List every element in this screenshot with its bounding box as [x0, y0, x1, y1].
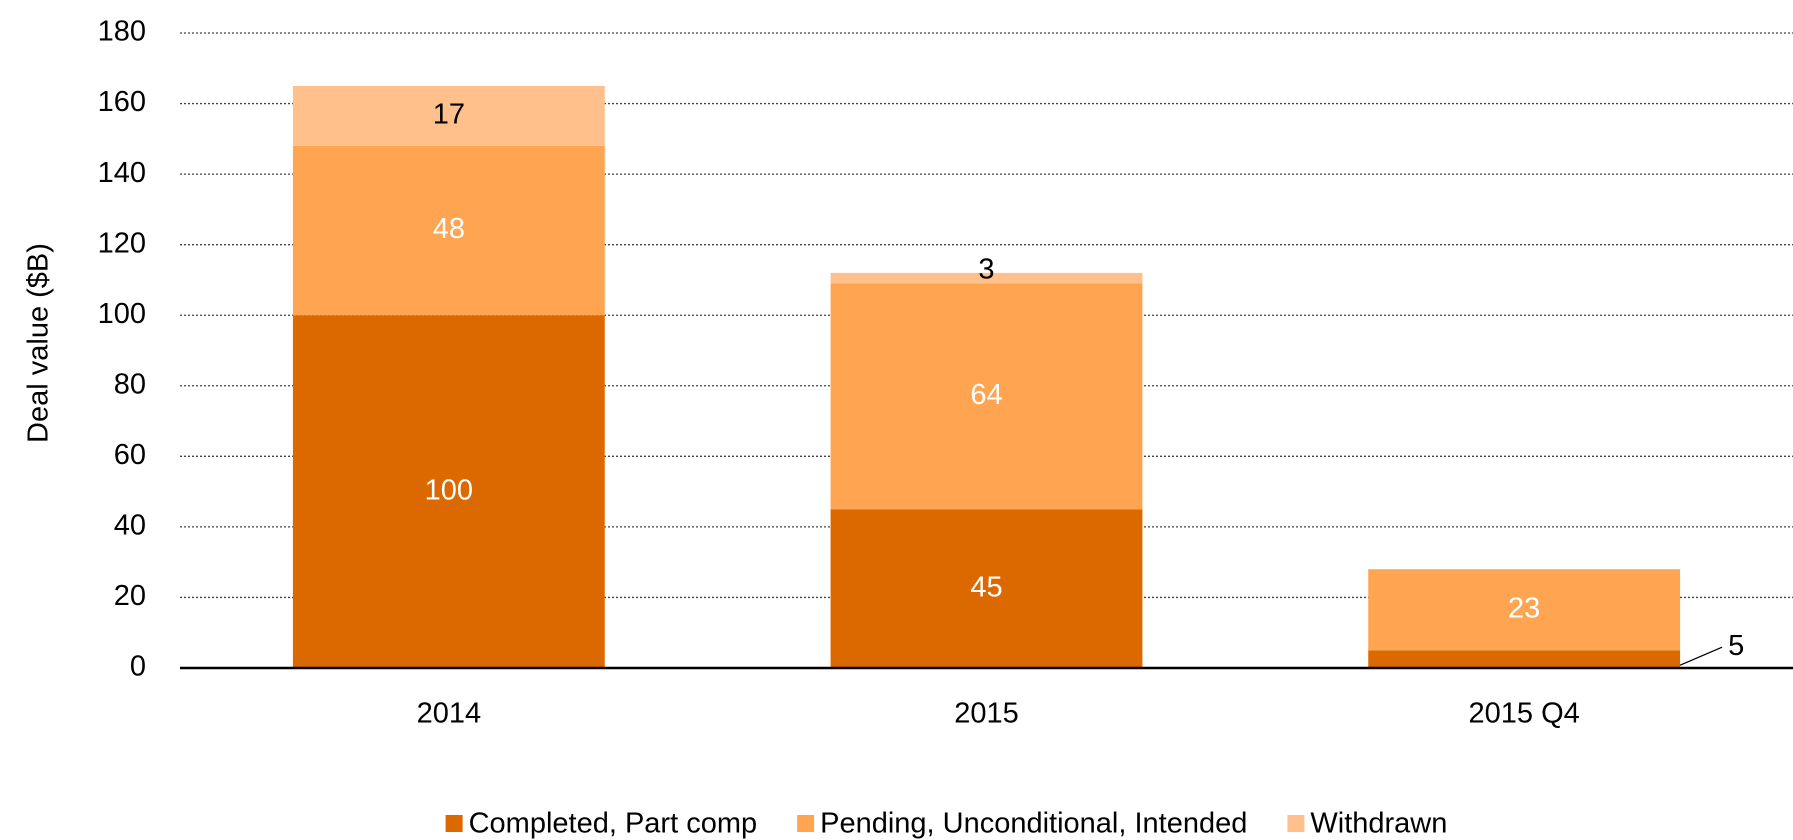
data-label: 5	[1728, 630, 1744, 662]
legend-swatch	[1287, 815, 1305, 832]
legend-label: Pending, Unconditional, Intended	[820, 808, 1247, 840]
y-tick-label: 80	[114, 368, 146, 400]
bar-segment	[830, 283, 1143, 510]
bar-segment	[830, 509, 1143, 668]
y-axis-label: Deal value ($B)	[23, 243, 55, 443]
legend-swatch	[445, 815, 463, 832]
y-tick-label: 60	[114, 439, 146, 471]
bar-segment	[292, 315, 605, 668]
legend-swatch	[797, 815, 815, 832]
data-label: 3	[978, 254, 994, 286]
data-label: 23	[1508, 592, 1540, 624]
y-tick-label: 180	[98, 16, 146, 48]
leader-line	[1679, 646, 1723, 666]
y-tick-label: 120	[98, 227, 146, 259]
y-tick-label: 100	[98, 298, 146, 330]
legend-label: Completed, Part comp	[469, 808, 758, 840]
data-label: 17	[433, 99, 465, 131]
bar-segment	[830, 272, 1143, 284]
y-tick-label: 140	[98, 157, 146, 189]
bar-segment	[292, 145, 605, 316]
bar-segment	[292, 85, 605, 146]
y-tick-label: 160	[98, 86, 146, 118]
data-label: 48	[433, 213, 465, 245]
data-label: 64	[970, 379, 1002, 411]
y-tick-label: 20	[114, 580, 146, 612]
y-tick-label: 40	[114, 510, 146, 542]
data-label: 100	[425, 474, 473, 506]
bar-segment	[1368, 650, 1681, 668]
bar-segment	[1368, 569, 1681, 651]
y-tick-label: 0	[130, 651, 146, 683]
data-label: 45	[970, 571, 1002, 603]
legend-label: Withdrawn	[1310, 808, 1447, 840]
x-tick-label: 2015	[954, 698, 1019, 730]
x-tick-label: 2014	[417, 698, 482, 730]
x-tick-label: 2015 Q4	[1469, 698, 1580, 730]
